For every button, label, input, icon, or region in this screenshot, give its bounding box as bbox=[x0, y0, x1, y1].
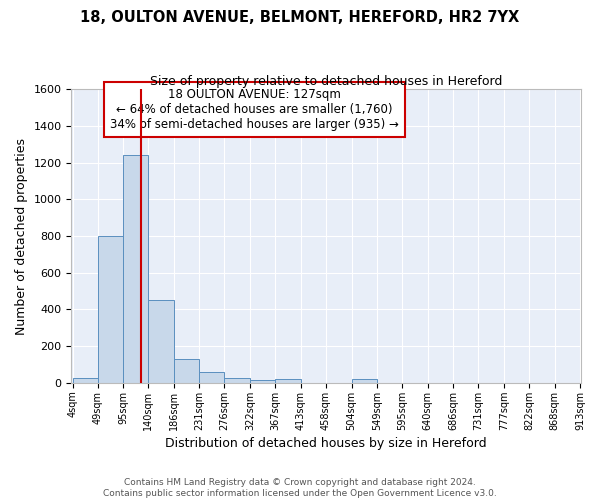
Y-axis label: Number of detached properties: Number of detached properties bbox=[15, 138, 28, 334]
Text: 18, OULTON AVENUE, BELMONT, HEREFORD, HR2 7YX: 18, OULTON AVENUE, BELMONT, HEREFORD, HR… bbox=[80, 10, 520, 25]
Bar bbox=[148, 300, 174, 383]
X-axis label: Distribution of detached houses by size in Hereford: Distribution of detached houses by size … bbox=[166, 437, 487, 450]
Text: 18 OULTON AVENUE: 127sqm
← 64% of detached houses are smaller (1,760)
34% of sem: 18 OULTON AVENUE: 127sqm ← 64% of detach… bbox=[110, 88, 399, 131]
Bar bbox=[199, 372, 224, 383]
Bar bbox=[224, 378, 250, 383]
Bar bbox=[98, 236, 124, 383]
Bar bbox=[73, 378, 98, 383]
Text: Contains HM Land Registry data © Crown copyright and database right 2024.
Contai: Contains HM Land Registry data © Crown c… bbox=[103, 478, 497, 498]
Bar bbox=[174, 359, 199, 383]
Bar bbox=[250, 380, 275, 383]
Title: Size of property relative to detached houses in Hereford: Size of property relative to detached ho… bbox=[150, 75, 502, 88]
Bar bbox=[124, 156, 148, 383]
Bar bbox=[275, 379, 301, 383]
Bar bbox=[352, 379, 377, 383]
